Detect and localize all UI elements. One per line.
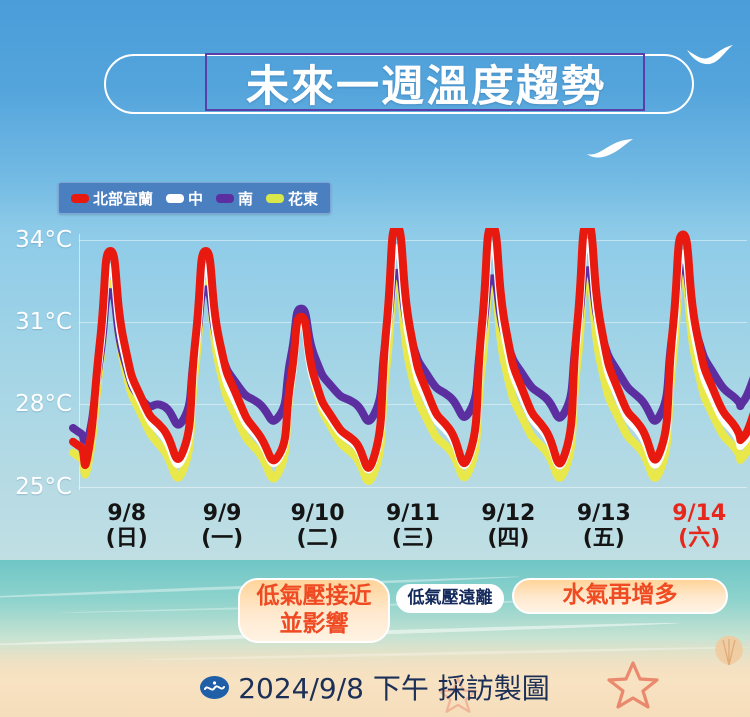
legend-item-north: 北部宜蘭 [71,188,153,209]
y-axis-line [79,234,80,490]
legend-swatch-south [216,193,235,203]
weekday-label: (一) [201,525,244,551]
y-label-25: 25°C [15,474,72,500]
series-line-北部宜蘭 [69,228,750,472]
starfish-icon [607,661,659,709]
title-border-box [205,53,645,111]
legend-label-hualien-taitung: 花東 [288,189,319,208]
wave-logo-icon [200,675,230,699]
legend-label-north: 北部宜蘭 [93,189,154,208]
legend-swatch-north [71,193,89,203]
date-label: 9/13 [576,501,631,526]
seagull-icon [586,138,634,160]
seashell-icon [715,636,743,666]
y-label-28: 28°C [15,391,72,417]
gridline-34 [79,240,747,241]
weekday-label: (四) [487,525,530,551]
starfish-icon [438,677,478,713]
annotation-more-moisture: 水氣再增多 [512,578,728,614]
gridline-28 [79,404,747,405]
date-label: 9/9 [202,501,242,526]
legend-label-central: 中 [188,189,204,208]
y-label-31: 31°C [15,309,72,335]
seagull-icon [686,44,734,66]
date-axis: 9/8 (日) 9/9 (一) 9/10 (二) 9/11 (三) 9/12 (… [79,501,747,558]
footer-text: 2024/9/8 下午 採訪製圖 [238,672,550,705]
legend-item-central: 中 [166,188,203,209]
annotation-line-1: 水氣再增多 [562,582,678,609]
footer: 2024/9/8 下午 採訪製圖 [0,664,750,710]
date-cell-4: 9/12 (四) [461,501,556,558]
y-label-34: 34°C [15,227,72,253]
title-capsule-outline [104,54,694,114]
date-cell-3: 9/11 (三) [365,501,460,558]
annotation-line-1: 低氣壓接近 [256,583,372,610]
date-label: 9/8 [107,501,147,526]
date-label: 9/12 [481,501,536,526]
legend-item-south: 南 [216,188,253,209]
gridline-25 [79,487,747,488]
legend-item-hualien-taitung: 花東 [266,188,318,209]
weekday-label: (二) [296,525,339,551]
weekday-label: (三) [391,525,435,551]
legend-swatch-central [166,193,185,203]
annotation-line-1: 低氣壓遠離 [407,588,493,609]
weekday-label: (日) [105,525,148,551]
date-cell-2: 9/10 (二) [270,501,365,558]
date-cell-0: 9/8 (日) [79,501,174,558]
date-cell-1: 9/9 (一) [174,501,269,558]
date-cell-5: 9/13 (五) [556,501,651,558]
weekday-label: (六) [678,525,721,551]
date-label: 9/11 [385,501,440,526]
date-cell-6: 9/14 (六) [652,501,747,558]
legend-label-south: 南 [238,189,254,208]
y-axis-labels: 34°C 31°C 28°C 25°C [0,0,72,717]
weekday-label: (五) [582,525,625,551]
annotation-low-pressure-departing: 低氣壓遠離 [396,584,504,613]
date-label: 9/10 [290,501,345,526]
chart-legend: 北部宜蘭 中 南 花東 [58,182,332,214]
legend-swatch-hualien-taitung [266,193,285,203]
date-label: 9/14 [672,501,727,526]
chart-background [0,232,750,560]
annotation-line-2: 並影響 [279,610,349,637]
page-title: 未來一週溫度趨勢 [246,62,606,112]
annotation-low-pressure-approaching: 低氣壓接近 並影響 [238,578,390,643]
